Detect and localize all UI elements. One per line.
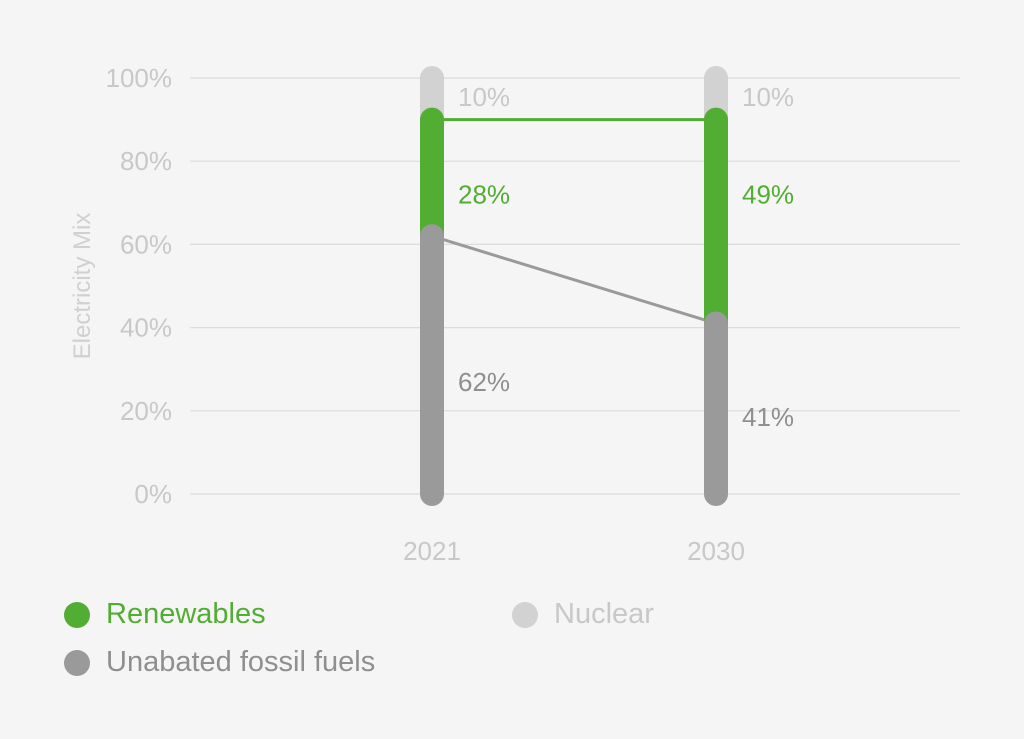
data-label-renewables: 28% [458, 180, 510, 210]
x-axis-ticks: 2021 2030 [403, 536, 745, 566]
y-axis-label: Electricity Mix [69, 213, 96, 360]
stacked-bars [420, 66, 728, 506]
data-label-renewables: 49% [742, 180, 794, 210]
legend-swatch-fossil [64, 649, 90, 676]
data-label-unabated-fossil-fuels: 41% [742, 402, 794, 432]
legend-item-fossil: Unabated fossil fuels [64, 646, 375, 679]
bar-segment-renewables [420, 107, 444, 249]
data-label-nuclear: 10% [458, 82, 510, 112]
legend-item-nuclear: Nuclear [512, 598, 654, 631]
bar-segment-renewables [704, 107, 728, 336]
fossil-connector-line [431, 234, 717, 325]
legend-label-nuclear: Nuclear [554, 598, 654, 630]
chart-canvas: 0% 20% 40% 60% 80% 100% Electricity Mix 62% 28… [69, 63, 960, 566]
data-labels: 62% 28% 10% 41% 49% 10% [458, 82, 794, 432]
x-tick-label: 2030 [687, 536, 745, 566]
y-tick-label: 60% [120, 229, 172, 259]
y-tick-label: 0% [134, 479, 172, 509]
y-tick-label: 20% [120, 396, 172, 426]
gridlines [190, 77, 960, 495]
y-axis-ticks: 0% 20% 40% 60% 80% 100% [106, 63, 173, 509]
y-tick-label: 80% [120, 146, 172, 176]
x-tick-label: 2021 [403, 536, 461, 566]
y-tick-label: 100% [106, 63, 173, 93]
bar-segment-unabated-fossil-fuels [704, 311, 728, 506]
connector-lines [431, 118, 717, 325]
legend-label-renewables: Renewables [106, 598, 266, 630]
legend-item-renewables: Renewables [64, 598, 266, 631]
data-label-unabated-fossil-fuels: 62% [458, 367, 510, 397]
legend-swatch-renewables [64, 601, 90, 628]
legend-swatch-nuclear [512, 601, 538, 628]
y-tick-label: 40% [120, 313, 172, 343]
legend-label-fossil: Unabated fossil fuels [106, 646, 376, 678]
bar-segment-unabated-fossil-fuels [420, 224, 444, 506]
data-label-nuclear: 10% [742, 82, 794, 112]
